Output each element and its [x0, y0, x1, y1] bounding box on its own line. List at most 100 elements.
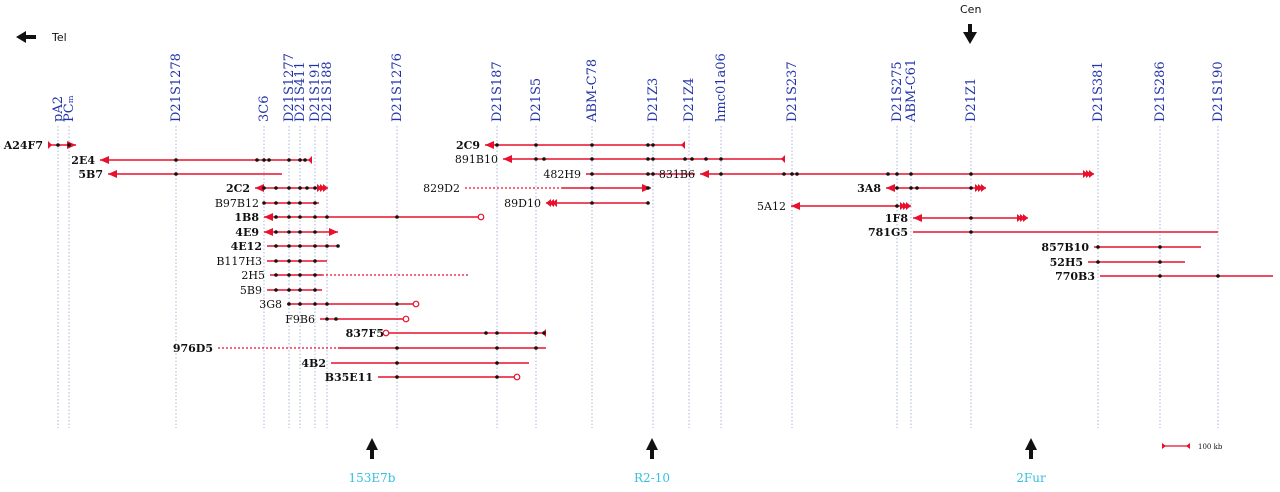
clone-end-chevron-icon — [1020, 214, 1025, 222]
marker-hit-dot — [590, 157, 594, 161]
marker-hit-dot — [298, 288, 302, 292]
clone-end-chevron-icon — [903, 202, 908, 210]
clone-end-chevron-icon — [323, 184, 328, 192]
marker-hit-dot — [495, 375, 499, 379]
marker-hit-dot — [287, 259, 291, 263]
marker-hit-dot — [305, 186, 309, 190]
marker-label: D21S286 — [1153, 61, 1168, 122]
clone-2e4: 2E4 — [71, 154, 312, 167]
clone-52h5: 52H5 — [1050, 256, 1185, 269]
clone-end-chevron-icon — [546, 199, 551, 207]
clone-1f8: 1F8 — [885, 212, 1028, 225]
marker-hit-dot — [298, 186, 302, 190]
marker-label: ABM-C78 — [585, 59, 600, 123]
clone-4e12: 4E12 — [231, 240, 340, 253]
up-arrow-icon — [366, 438, 378, 459]
marker-hit-dot — [646, 201, 650, 205]
marker-hit-dot — [534, 143, 538, 147]
marker-hit-dot — [534, 157, 538, 161]
marker-hit-dot — [895, 204, 899, 208]
clone-end-chevron-icon — [906, 202, 911, 210]
scale-bar-right-cap-icon — [1186, 443, 1190, 449]
clone-label: 89D10 — [504, 197, 541, 210]
clone-end-chevron-icon — [552, 199, 557, 207]
marker-hit-dot — [719, 172, 723, 176]
marker-hit-dot — [915, 186, 919, 190]
marker-hit-dot — [336, 244, 340, 248]
marker-hit-dot — [325, 215, 329, 219]
clone-label: 1B8 — [234, 211, 259, 224]
clone-b97b12: B97B12 — [215, 197, 319, 210]
bottom-marker-label: 153E7b — [349, 471, 396, 485]
marker-hit-dot — [590, 186, 594, 190]
clone-end-chevron-icon — [1086, 170, 1091, 178]
clone-arrow-icon — [264, 228, 273, 236]
clone-label: A24F7 — [3, 139, 43, 152]
marker-hit-dot — [1096, 260, 1100, 264]
marker-hit-dot — [969, 216, 973, 220]
marker-hit-dot — [719, 157, 723, 161]
marker-hit-dot — [969, 172, 973, 176]
clone-3a8: 3A8 — [857, 182, 986, 195]
clone-end-chevron-icon — [1023, 214, 1028, 222]
clone-837f5: 837F5 — [346, 327, 546, 340]
clone-end-circle-icon — [402, 315, 410, 323]
clone-label: 976D5 — [173, 342, 213, 355]
bottom-marker-1: R2-10 — [634, 438, 670, 485]
marker-hit-dot — [395, 215, 399, 219]
clone-label: 891B10 — [455, 153, 498, 166]
bottom-marker-0: 153E7b — [349, 438, 396, 485]
marker-hit-dot — [395, 302, 399, 306]
clone-482h9: 482H9 — [543, 168, 695, 181]
marker-label: D21S237 — [785, 61, 800, 122]
clone-770b3: 770B3 — [1055, 270, 1273, 283]
marker-hit-dot — [325, 244, 329, 248]
clone-end-chevron-icon — [1089, 170, 1094, 178]
marker-hit-dot — [646, 143, 650, 147]
marker-hit-dot — [542, 331, 546, 335]
marker-hit-dot — [651, 157, 655, 161]
clone-arrow-icon — [913, 214, 922, 222]
clone-label: 4B2 — [301, 357, 326, 370]
marker-hit-dot — [274, 273, 278, 277]
clone-label: 2H5 — [241, 269, 265, 282]
marker-hit-dot — [334, 317, 338, 321]
marker-hit-dot — [274, 259, 278, 263]
marker-label: ABM-C61 — [904, 59, 919, 123]
clone-arrow-icon — [886, 184, 895, 192]
marker-hit-dot — [298, 201, 302, 205]
clone-label: B117H3 — [216, 255, 262, 268]
clone-label: B35E11 — [325, 371, 373, 384]
marker-hit-dot — [1158, 274, 1162, 278]
marker-label: D21S381 — [1091, 61, 1106, 122]
marker-hit-dot — [298, 273, 302, 277]
marker-hit-dot — [274, 230, 278, 234]
marker-hit-dot — [646, 157, 650, 161]
clone-end-chevron-icon — [900, 202, 905, 210]
marker-hit-dot — [287, 186, 291, 190]
marker-hit-dot — [287, 273, 291, 277]
clone-2c9: 2C9 — [456, 139, 685, 152]
marker-hit-dot — [313, 273, 317, 277]
marker-hit-dot — [274, 186, 278, 190]
marker-hit-dot — [287, 302, 291, 306]
marker-hit-dot — [534, 346, 538, 350]
marker-hit-dot — [325, 317, 329, 321]
clone-b35e11: B35E11 — [325, 371, 521, 384]
clone-2c2: 2C2 — [226, 182, 328, 195]
marker-hit-dot — [56, 143, 60, 147]
marker-hit-dot — [287, 230, 291, 234]
clone-end-chevron-icon — [1083, 170, 1088, 178]
clone-label: 2E4 — [71, 154, 95, 167]
marker-hit-dot — [704, 157, 708, 161]
clone-end-circle-icon — [382, 329, 390, 337]
clone-5a12: 5A12 — [757, 200, 911, 213]
marker-hit-dot — [325, 302, 329, 306]
marker-hit-dot — [313, 288, 317, 292]
marker-hit-dot — [298, 244, 302, 248]
clone-end-tick-icon — [781, 155, 785, 163]
clone-label: 4E12 — [231, 240, 262, 253]
clone-end-tick-icon — [681, 141, 685, 149]
marker-hit-dot — [298, 158, 302, 162]
clone-4e9: 4E9 — [235, 226, 338, 239]
